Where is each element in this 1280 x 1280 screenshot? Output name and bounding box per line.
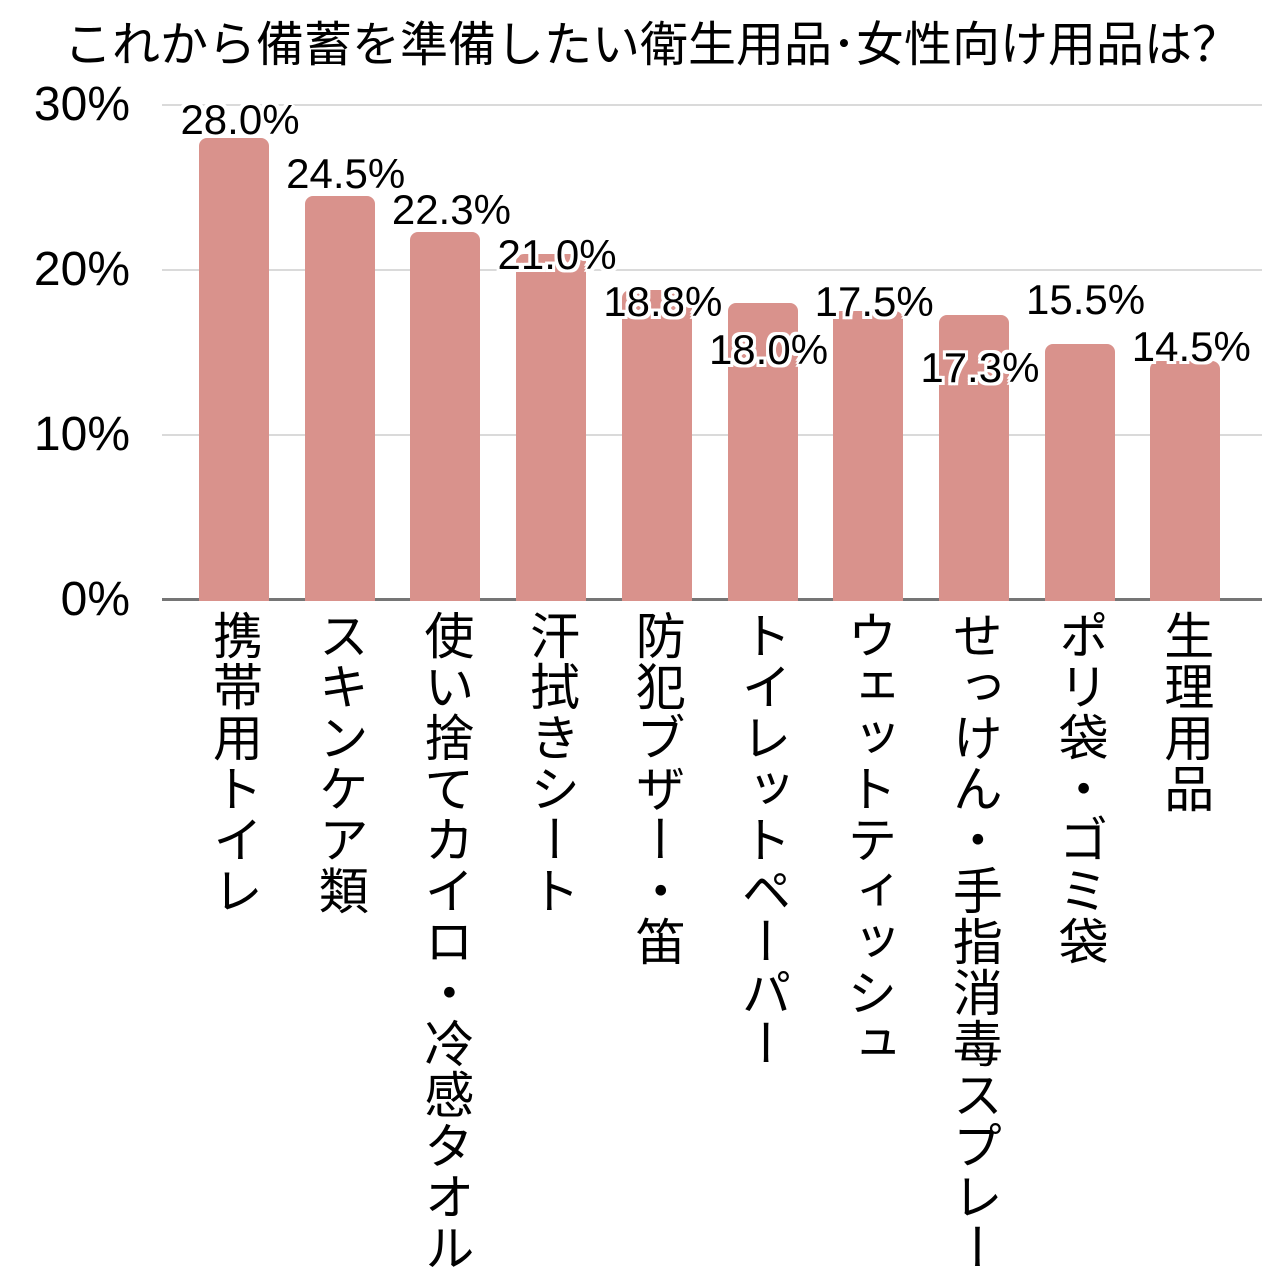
gridline <box>162 434 1262 436</box>
bar <box>304 195 375 601</box>
x-axis-category-label: せっけん・手指消毒スプレー <box>945 610 1002 1273</box>
bar-value-label: 24.5% <box>286 150 406 197</box>
bar-value-label: 14.5% <box>1131 323 1251 370</box>
bar-value-label: 28.0% <box>180 96 300 143</box>
y-axis-tick-label: 30% <box>33 78 130 131</box>
x-axis-category-label: スキンケア類 <box>311 610 368 916</box>
gridline <box>162 269 1262 271</box>
bar-value-label: 18.0% <box>708 326 829 373</box>
x-axis-category-label: 携帯用トイレ <box>206 610 262 916</box>
x-axis-category-label: トイレットペーパー <box>734 610 791 1069</box>
bar <box>938 314 1009 601</box>
bar <box>199 138 269 601</box>
x-axis-baseline <box>162 598 1262 601</box>
bar-value-label: 22.3% <box>391 186 511 233</box>
x-axis-category-label: 使い捨てカイロ・冷感タオル <box>417 610 474 1273</box>
bar <box>1044 344 1115 601</box>
x-axis-category-label: 汗拭きシート <box>523 610 580 916</box>
x-axis-category-label: ポリ袋・ゴミ袋 <box>1051 610 1108 967</box>
chart-title: これから備蓄を準備したい衛生用品･女性向け用品は？ <box>64 19 1241 72</box>
y-axis-tick-label: 10% <box>33 408 130 461</box>
x-axis-category-label: ウェットティッシュ <box>840 610 897 1069</box>
bar <box>516 253 587 601</box>
bar <box>410 232 481 601</box>
x-axis-category-label: 防犯ブザー・笛 <box>628 610 685 967</box>
bar <box>727 303 798 601</box>
bar-value-label: 17.3% <box>920 344 1040 391</box>
gridline <box>162 104 1262 106</box>
bar-value-label: 15.5% <box>1026 276 1146 323</box>
x-axis-category-label: 生理用品 <box>1157 610 1214 814</box>
bar-value-label: 21.0% <box>497 231 617 278</box>
bar-value-label: 18.8% <box>603 278 723 325</box>
bar-value-label: 17.5% <box>814 278 934 325</box>
y-axis-tick-label: 0% <box>60 573 130 626</box>
y-axis-tick-label: 20% <box>33 243 130 296</box>
bar <box>833 311 904 601</box>
bar <box>621 289 692 601</box>
bar <box>1150 360 1221 601</box>
